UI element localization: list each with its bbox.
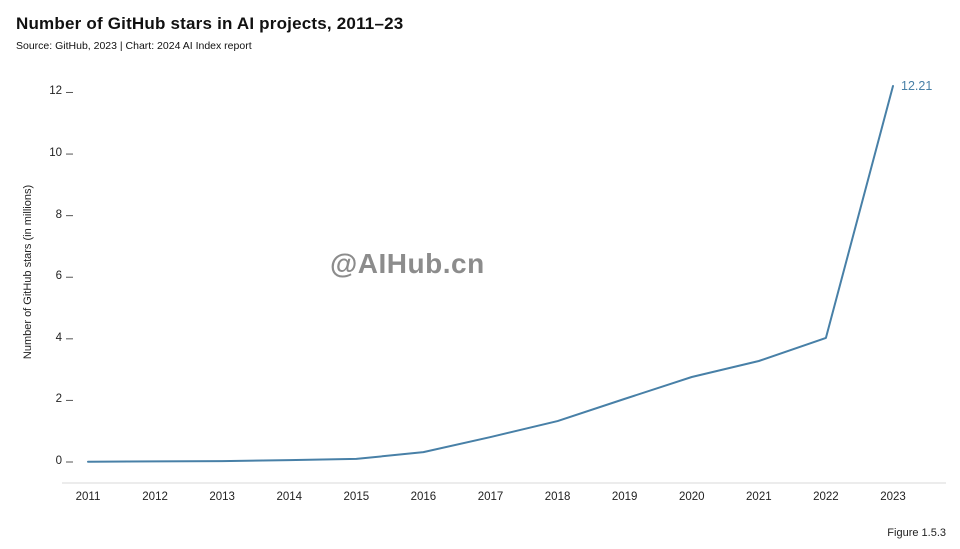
y-tick-label: 12 [49,85,62,98]
figure-number: Figure 1.5.3 [887,527,946,539]
y-tick-label: 4 [55,331,62,344]
y-tick-label: 8 [55,208,62,221]
end-value-label: 12.21 [901,79,933,93]
x-tick-label: 2022 [813,491,839,503]
x-tick-label: 2014 [276,491,303,503]
chart-title: Number of GitHub stars in AI projects, 2… [16,14,404,33]
x-tick-label: 2019 [611,491,638,503]
x-tick-label: 2016 [410,491,437,503]
x-tick-label: 2015 [343,491,370,503]
x-tick-label: 2017 [477,491,504,503]
y-tick-label: 2 [55,393,62,406]
x-tick-label: 2018 [544,491,571,503]
x-tick-label: 2020 [678,491,705,503]
x-tick-label: 2013 [209,491,235,503]
x-tick-label: 2011 [75,491,101,503]
x-tick-label: 2023 [880,491,906,503]
data-series-line [87,85,894,463]
x-tick-label: 2012 [142,491,168,503]
watermark: @AIHub.cn [330,248,485,279]
y-tick-label: 10 [49,147,62,160]
y-tick-label: 6 [55,270,62,283]
x-tick-label: 2021 [746,491,772,503]
y-tick-label: 0 [55,455,62,467]
chart-subtitle: Source: GitHub, 2023 | Chart: 2024 AI In… [16,40,252,52]
